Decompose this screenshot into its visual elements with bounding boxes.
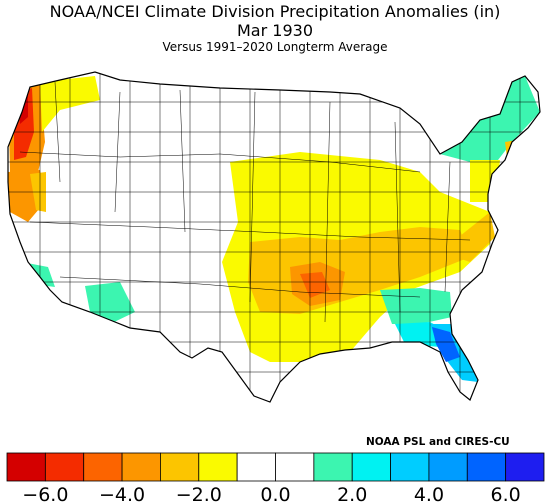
legend-box bbox=[44, 452, 85, 482]
map-period: Mar 1930 bbox=[237, 21, 313, 40]
color-legend: −6.0 −4.0 −2.0 0.0 2.0 4.0 6.0 bbox=[6, 452, 545, 504]
legend-tick-label: −4.0 bbox=[99, 484, 145, 504]
georgia-division bbox=[380, 288, 452, 324]
legend-tick-label: 2.0 bbox=[337, 484, 367, 504]
legend-box bbox=[198, 452, 238, 482]
legend-box bbox=[275, 452, 315, 482]
legend-box bbox=[6, 452, 46, 482]
legend-tick-label: 6.0 bbox=[491, 484, 521, 504]
legend-box bbox=[83, 452, 123, 482]
legend-box bbox=[466, 452, 507, 482]
legend-color-boxes bbox=[6, 452, 545, 482]
legend-tick-label: 0.0 bbox=[260, 484, 290, 504]
legend-tick-label: −6.0 bbox=[22, 484, 68, 504]
legend-box bbox=[390, 452, 430, 482]
mid-atlantic-division bbox=[470, 160, 500, 202]
legend-box bbox=[313, 452, 353, 482]
massachusetts-division bbox=[505, 138, 532, 166]
legend-tick-labels: −6.0 −4.0 −2.0 0.0 2.0 4.0 6.0 bbox=[22, 484, 520, 504]
legend-box bbox=[160, 452, 200, 482]
legend-tick-label: −2.0 bbox=[176, 484, 222, 504]
map-title: NOAA/NCEI Climate Division Precipitation… bbox=[49, 2, 501, 21]
precipitation-anomaly-map bbox=[7, 71, 541, 403]
central-florida-division bbox=[432, 327, 460, 362]
us-outline bbox=[7, 71, 541, 403]
legend-box bbox=[351, 452, 391, 482]
division-boundaries bbox=[8, 72, 540, 402]
legend-tick-label: 4.0 bbox=[414, 484, 444, 504]
arizona-division bbox=[85, 282, 135, 324]
map-credit: NOAA PSL and CIRES-CU bbox=[366, 436, 510, 448]
map-subtitle: Versus 1991–2020 Longterm Average bbox=[162, 40, 388, 54]
legend-box bbox=[121, 452, 161, 482]
legend-box bbox=[236, 452, 276, 482]
legend-box bbox=[428, 452, 468, 482]
carolina-division bbox=[440, 212, 495, 262]
ozark-division bbox=[300, 272, 330, 298]
legend-box bbox=[505, 452, 545, 482]
